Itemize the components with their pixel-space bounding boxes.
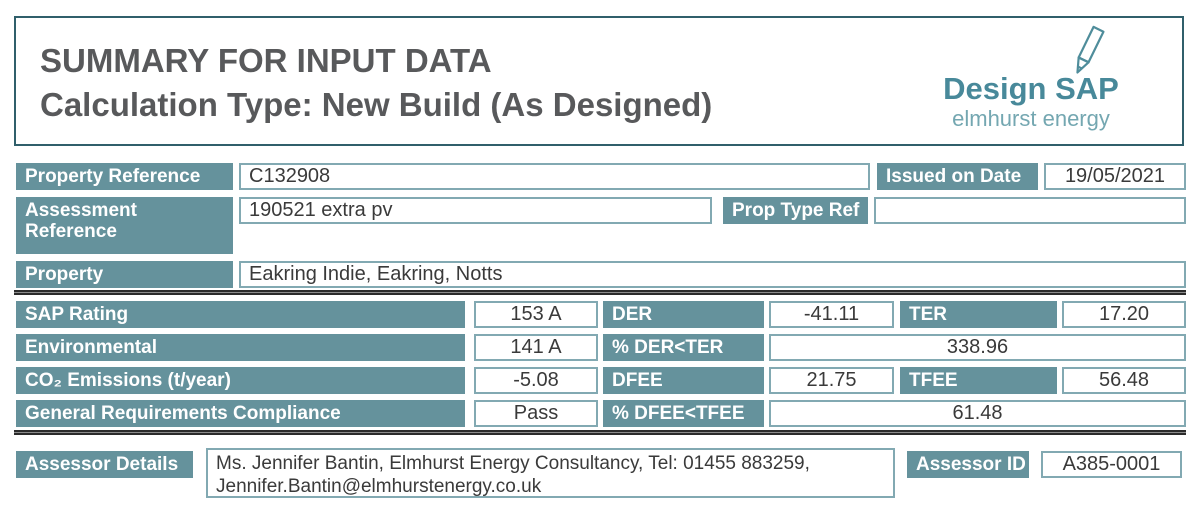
ter-label: TER: [900, 301, 1057, 328]
pencil-icon: [1068, 24, 1108, 85]
assessor-id-value: A385-0001: [1041, 451, 1182, 478]
assessor-details-value: Ms. Jennifer Bantin, Elmhurst Energy Con…: [206, 448, 895, 498]
ter-value: 17.20: [1062, 301, 1186, 328]
general-requirements-compliance-value: Pass: [474, 400, 598, 427]
dfee-label: DFEE: [603, 367, 764, 394]
page-title: SUMMARY FOR INPUT DATA: [40, 42, 492, 79]
assessor-id-label: Assessor ID: [907, 451, 1029, 478]
environmental-label: Environmental: [16, 334, 465, 361]
tfee-label: TFEE: [900, 367, 1057, 394]
tfee-value: 56.48: [1062, 367, 1186, 394]
logo-brand-text: Design SAP: [943, 71, 1119, 106]
brand-logo: Design SAP elmhurst energy: [938, 72, 1124, 132]
report-header: SUMMARY FOR INPUT DATA Calculation Type:…: [14, 16, 1184, 146]
environmental-value: 141 A: [474, 334, 598, 361]
issued-on-date-label: Issued on Date: [877, 163, 1038, 190]
pct-dfee-tfee-value: 61.48: [769, 400, 1186, 427]
sap-rating-label: SAP Rating: [16, 301, 465, 328]
property-reference-label: Property Reference: [16, 163, 233, 190]
general-requirements-compliance-label: General Requirements Compliance: [16, 400, 465, 427]
section-divider: [14, 290, 1186, 295]
der-value: -41.11: [769, 301, 894, 328]
assessor-details-label: Assessor Details: [16, 451, 193, 478]
dfee-value: 21.75: [769, 367, 894, 394]
property-label: Property: [16, 261, 233, 288]
pct-dfee-tfee-label: % DFEE<TFEE: [603, 400, 764, 427]
co2-emissions-label: CO₂ Emissions (t/year): [16, 367, 465, 394]
section-divider: [14, 430, 1186, 435]
assessment-reference-value: 190521 extra pv: [239, 197, 712, 224]
co2-emissions-value: -5.08: [474, 367, 598, 394]
pct-der-ter-label: % DER<TER: [603, 334, 764, 361]
issued-on-date-value: 19/05/2021: [1044, 163, 1186, 190]
sap-rating-value: 153 A: [474, 301, 598, 328]
der-label: DER: [603, 301, 764, 328]
assessment-reference-label: Assessment Reference: [16, 197, 233, 254]
logo-subtitle-text: elmhurst energy: [952, 106, 1110, 131]
property-reference-value: C132908: [239, 163, 870, 190]
calculation-type-subtitle: Calculation Type: New Build (As Designed…: [40, 86, 713, 123]
pct-der-ter-value: 338.96: [769, 334, 1186, 361]
prop-type-ref-label: Prop Type Ref: [723, 197, 868, 224]
prop-type-ref-value: [874, 197, 1186, 224]
property-value: Eakring Indie, Eakring, Notts: [239, 261, 1186, 288]
